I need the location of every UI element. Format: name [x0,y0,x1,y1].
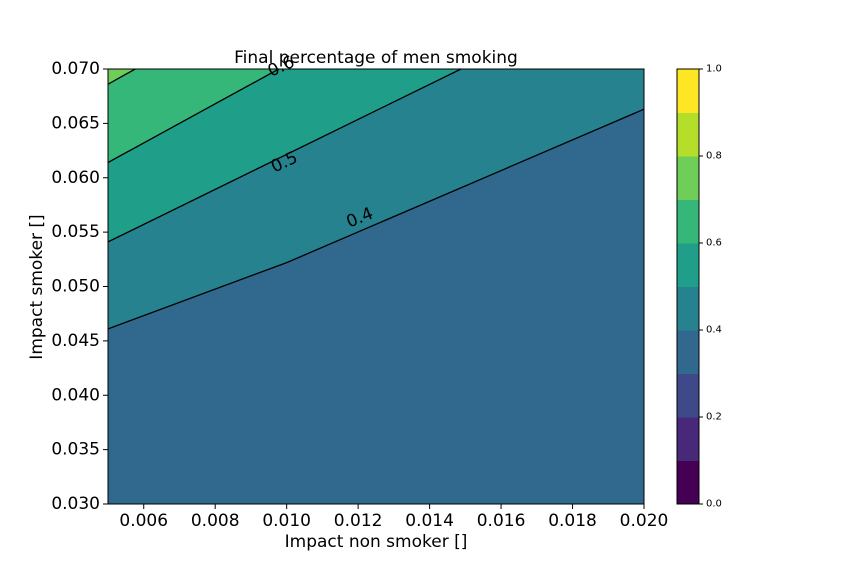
x-tick-label: 0.010 [262,511,311,531]
x-tick-label: 0.018 [548,511,597,531]
colorbar-band-3 [677,330,699,374]
x-tick-label: 0.008 [191,511,240,531]
x-tick-label: 0.014 [405,511,454,531]
colorbar-band-2 [677,373,699,418]
contour-line-2 [108,69,280,164]
colorbar-band-5 [677,243,699,287]
x-tick-label: 0.020 [620,511,669,531]
y-tick-label: 0.035 [51,440,100,460]
colorbar-tick-label: 0.8 [706,151,722,162]
y-axis: 0.030 0.035 0.040 0.045 0.050 0.055 0.060 0.065… [51,59,108,514]
y-tick-label: 0.055 [51,222,100,242]
colorbar-band-0 [677,460,699,505]
colorbar-band-4 [677,286,699,331]
colorbar-band-9 [677,69,699,113]
y-tick-label: 0.030 [51,494,100,514]
x-tick-label: 0.016 [477,511,526,531]
colorbar-band-8 [677,112,699,157]
y-tick-label: 0.045 [51,331,100,351]
colorbar-tick-label: 0.6 [706,238,722,249]
x-tick-label: 0.012 [334,511,383,531]
y-tick-label: 0.070 [51,59,100,79]
colorbar-band-1 [677,417,699,461]
contour-line-3 [108,69,136,85]
y-tick-label: 0.040 [51,385,100,405]
contour-line-1 [108,69,462,243]
colorbar-band-6 [677,199,699,244]
contour-lines [108,69,644,330]
x-axis-label: Impact non smoker [] [285,532,468,552]
colorbar-tick-label: 0.4 [706,325,722,336]
colorbar-tick-label: 1.0 [706,64,722,75]
y-tick-label: 0.050 [51,277,100,297]
colorbar-frame [676,68,700,505]
colorbar: 0.0 0.2 0.4 0.6 0.8 1.0 [676,64,722,510]
colorbar-tick-label: 0.2 [706,412,722,423]
contour-fills [108,69,644,504]
y-axis-label: Impact smoker [] [27,214,47,359]
x-axis: 0.006 0.008 0.010 0.012 0.014 0.016 0.018 0.020 [119,504,668,531]
colorbar-band-7 [677,156,699,200]
chart-title: Final percentage of men smoking [234,48,518,68]
colorbar-tick-label: 0.0 [706,499,722,510]
y-tick-label: 0.065 [51,113,100,133]
y-tick-label: 0.060 [51,168,100,188]
x-tick-label: 0.006 [119,511,168,531]
contour-line-0 [108,108,644,330]
